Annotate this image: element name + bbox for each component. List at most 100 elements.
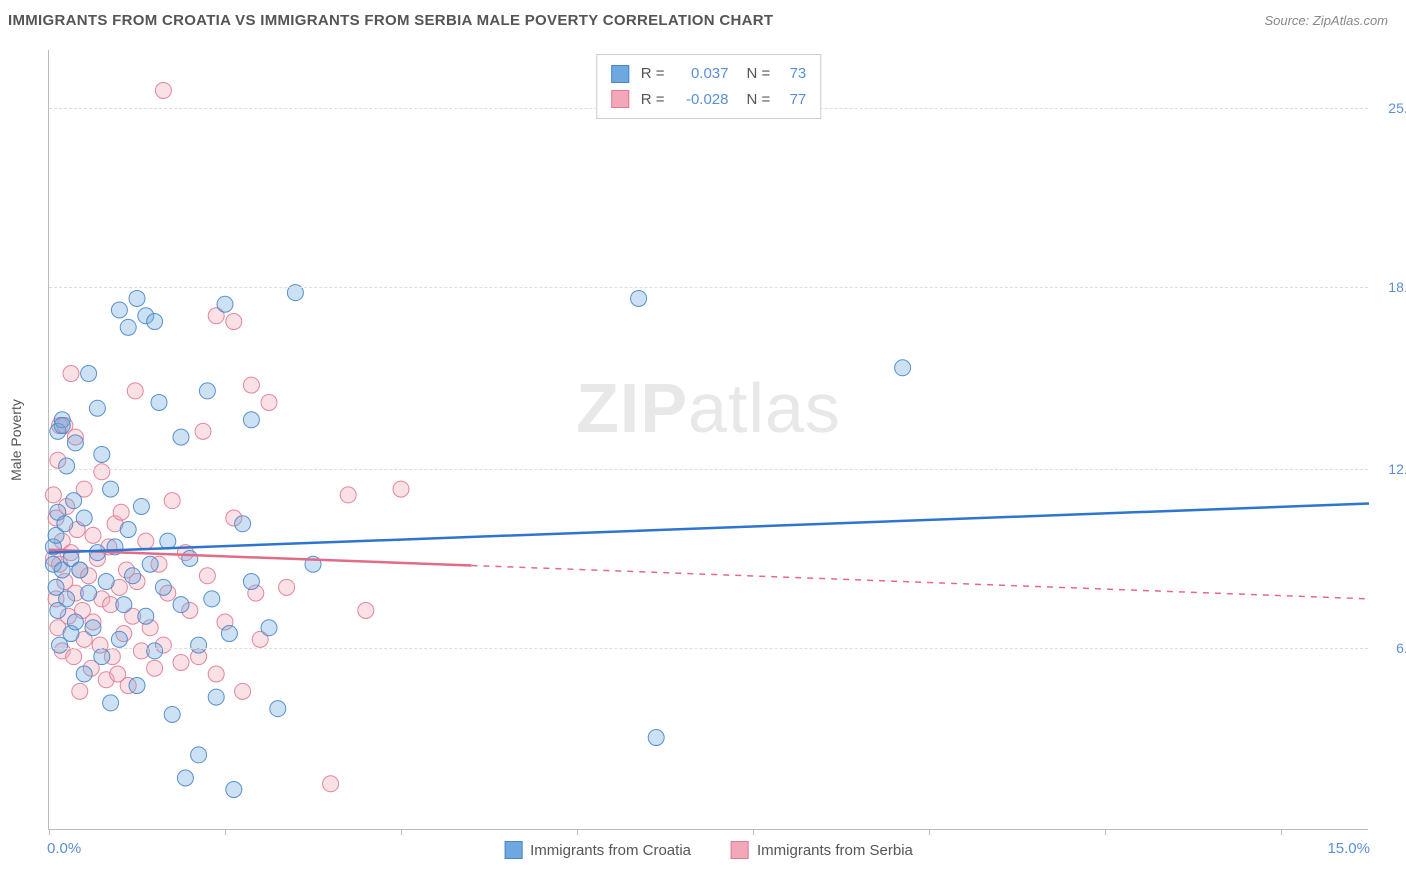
chart-source: Source: ZipAtlas.com: [1264, 13, 1388, 28]
data-point: [895, 360, 911, 376]
data-point: [120, 522, 136, 538]
data-point: [85, 527, 101, 543]
data-point: [199, 568, 215, 584]
data-point: [94, 446, 110, 462]
plot-area: ZIPatlas 6.3%12.5%18.8%25.0% R = 0.037 N…: [48, 50, 1368, 830]
x-tick: [1281, 829, 1282, 835]
y-axis-label: Male Poverty: [8, 399, 24, 481]
data-point: [67, 435, 83, 451]
data-point: [243, 412, 259, 428]
correlation-legend: R = 0.037 N = 73 R = -0.028 N = 77: [596, 54, 822, 119]
data-point: [393, 481, 409, 497]
data-point: [195, 423, 211, 439]
data-point: [89, 400, 105, 416]
data-point: [54, 418, 70, 434]
data-point: [261, 394, 277, 410]
series-legend: Immigrants from Croatia Immigrants from …: [504, 841, 913, 859]
data-point: [217, 296, 233, 312]
data-point: [111, 631, 127, 647]
serbia-swatch-icon: [731, 841, 749, 859]
x-tick: [1105, 829, 1106, 835]
scatter-svg: [49, 50, 1368, 829]
data-point: [191, 747, 207, 763]
data-point: [208, 689, 224, 705]
data-point: [94, 464, 110, 480]
correlation-row-croatia: R = 0.037 N = 73: [611, 61, 807, 87]
data-point: [98, 574, 114, 590]
grid-line: [49, 287, 1368, 288]
data-point: [85, 620, 101, 636]
data-point: [208, 666, 224, 682]
data-point: [94, 649, 110, 665]
data-point: [111, 302, 127, 318]
data-point: [147, 660, 163, 676]
data-point: [243, 574, 259, 590]
data-point: [173, 429, 189, 445]
data-point: [59, 591, 75, 607]
data-point: [138, 533, 154, 549]
data-point: [57, 516, 73, 532]
x-tick: [753, 829, 754, 835]
data-point: [235, 516, 251, 532]
data-point: [116, 597, 132, 613]
data-point: [147, 314, 163, 330]
data-point: [151, 394, 167, 410]
data-point: [113, 504, 129, 520]
data-point: [160, 533, 176, 549]
data-point: [226, 782, 242, 798]
data-point: [323, 776, 339, 792]
data-point: [129, 678, 145, 694]
data-point: [147, 643, 163, 659]
x-tick: [929, 829, 930, 835]
data-point: [243, 377, 259, 393]
data-point: [66, 649, 82, 665]
data-point: [340, 487, 356, 503]
legend-entry-serbia: Immigrants from Serbia: [731, 841, 913, 859]
data-point: [191, 637, 207, 653]
data-point: [59, 458, 75, 474]
y-tick-label: 12.5%: [1373, 461, 1406, 477]
data-point: [279, 579, 295, 595]
data-point: [120, 319, 136, 335]
data-point: [631, 290, 647, 306]
data-point: [63, 366, 79, 382]
croatia-swatch-icon: [504, 841, 522, 859]
grid-line: [49, 469, 1368, 470]
x-tick: [225, 829, 226, 835]
trend-line: [49, 550, 471, 566]
data-point: [129, 290, 145, 306]
y-tick-label: 18.8%: [1373, 279, 1406, 295]
data-point: [173, 597, 189, 613]
legend-entry-croatia: Immigrants from Croatia: [504, 841, 691, 859]
data-point: [66, 493, 82, 509]
chart-header: IMMIGRANTS FROM CROATIA VS IMMIGRANTS FR…: [0, 0, 1406, 40]
data-point: [81, 366, 97, 382]
data-point: [67, 614, 83, 630]
y-tick-label: 25.0%: [1373, 100, 1406, 116]
serbia-swatch-icon: [611, 90, 629, 108]
data-point: [648, 730, 664, 746]
data-point: [155, 579, 171, 595]
data-point: [81, 585, 97, 601]
data-point: [261, 620, 277, 636]
data-point: [199, 383, 215, 399]
data-point: [103, 695, 119, 711]
x-tick: [577, 829, 578, 835]
data-point: [270, 701, 286, 717]
data-point: [164, 706, 180, 722]
data-point: [142, 556, 158, 572]
data-point: [177, 770, 193, 786]
data-point: [125, 568, 141, 584]
croatia-swatch-icon: [611, 65, 629, 83]
data-point: [173, 654, 189, 670]
trend-line-extrapolated: [471, 565, 1369, 598]
data-point: [164, 493, 180, 509]
data-point: [204, 591, 220, 607]
correlation-row-serbia: R = -0.028 N = 77: [611, 87, 807, 113]
data-point: [221, 626, 237, 642]
chart-title: IMMIGRANTS FROM CROATIA VS IMMIGRANTS FR…: [8, 12, 773, 29]
data-point: [72, 562, 88, 578]
data-point: [138, 608, 154, 624]
data-point: [45, 487, 61, 503]
data-point: [226, 314, 242, 330]
